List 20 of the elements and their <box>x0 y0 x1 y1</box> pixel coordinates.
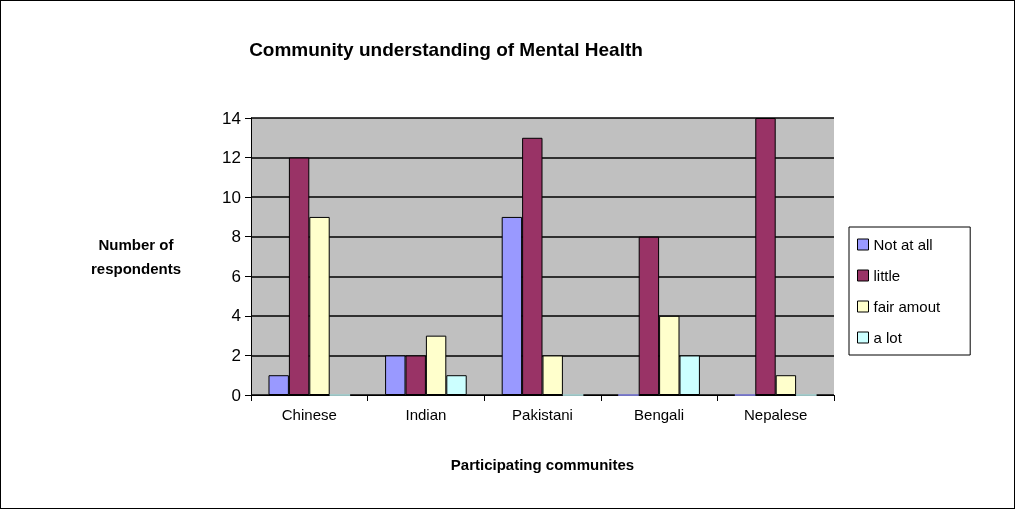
legend-label: Not at all <box>873 236 933 253</box>
y-axis-title: Number of respondents <box>90 236 182 277</box>
legend-label: little <box>873 267 901 284</box>
y-tick-label: 8 <box>231 227 241 247</box>
y-tick-label: 2 <box>231 345 241 365</box>
y-tick-label: 10 <box>222 187 241 207</box>
chart-title: Community understanding of Mental Health <box>249 39 643 60</box>
x-tick-label: Chinese <box>281 406 337 423</box>
y-tick-label: 12 <box>222 148 241 168</box>
x-axis-title: Participating communites <box>450 456 635 473</box>
y-tick-label: 14 <box>222 108 241 128</box>
y-tick-label: 0 <box>231 385 241 405</box>
y-tick-label: 4 <box>231 306 241 326</box>
legend-label: a lot <box>873 329 903 346</box>
x-tick-label: Nepalese <box>744 406 808 423</box>
x-tick-label: Indian <box>405 406 447 423</box>
x-tick-label: Bengali <box>634 406 685 423</box>
x-tick-label: Pakistani <box>512 406 573 423</box>
y-tick-label: 6 <box>231 266 241 286</box>
legend-label: fair amout <box>873 298 942 315</box>
